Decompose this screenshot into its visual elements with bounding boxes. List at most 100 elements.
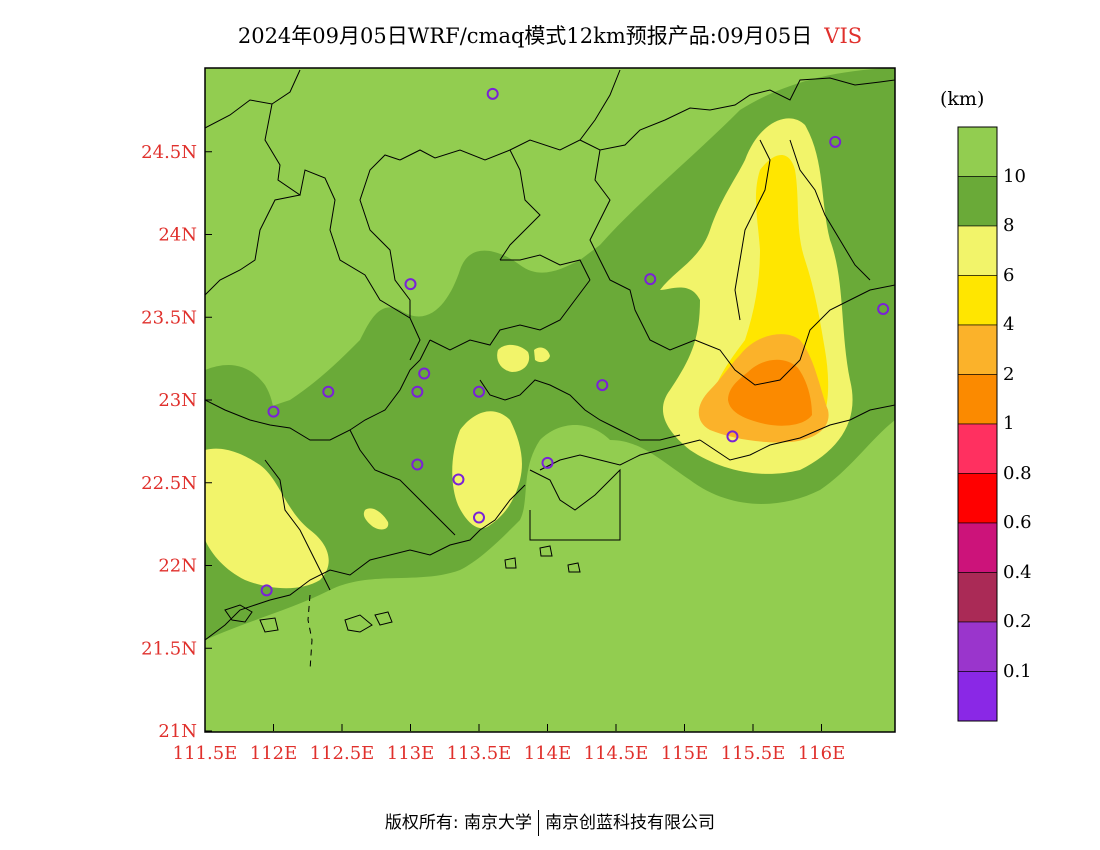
station-markers	[260, 87, 890, 597]
field-6km-southwest	[205, 448, 329, 589]
station-marker	[541, 456, 554, 469]
x-tick-label: 114.5E	[584, 743, 649, 764]
x-tick-label: 115E	[661, 743, 709, 764]
island	[224, 604, 253, 623]
station-marker	[452, 473, 465, 486]
title-text: 2024年09月05日WRF/cmaq模式12km预报产品:09月05日	[237, 24, 813, 48]
boundary-line	[589, 149, 696, 351]
island	[567, 562, 581, 573]
boundary-line	[264, 459, 331, 591]
y-tick-label: 22N	[158, 556, 197, 577]
map-title: 2024年09月05日WRF/cmaq模式12km预报产品:09月05日 VIS	[0, 20, 1100, 50]
x-tick-label: 111.5E	[173, 743, 238, 764]
station-marker	[267, 405, 280, 418]
colorbar-swatch	[957, 374, 998, 425]
colorbar-level-label: 2	[1003, 363, 1015, 385]
island	[344, 614, 373, 633]
field-6km-prd	[452, 411, 522, 529]
colorbar-level-label: 6	[1003, 264, 1015, 286]
colorbar-swatch	[957, 671, 998, 722]
boundary-line	[789, 139, 871, 281]
boundary-line	[264, 103, 411, 319]
y-tick-label: 22.5N	[141, 473, 197, 494]
station-marker	[877, 302, 890, 315]
station-marker	[411, 385, 424, 398]
boundary-line	[205, 194, 301, 296]
x-axis: 111.5E 112E 112.5E 113E 113.5E 114E 114.5E 115E…	[173, 724, 845, 764]
x-tick-label: 112E	[250, 743, 298, 764]
field-6km-small	[534, 347, 550, 363]
station-marker	[404, 278, 417, 291]
field-1km	[728, 359, 812, 426]
boundary-dashed	[307, 594, 313, 671]
island	[374, 611, 393, 626]
boundary-line	[349, 429, 456, 536]
colorbar-level-label: 0.6	[1003, 512, 1032, 533]
station-marker	[596, 379, 609, 392]
x-tick-label: 112.5E	[310, 743, 375, 764]
y-tick-label: 23.5N	[141, 307, 197, 328]
colorbar-swatch	[957, 225, 998, 276]
boundary-line	[205, 339, 431, 441]
field-6km-zhuhai	[363, 508, 389, 530]
x-tick-label: 113E	[387, 743, 435, 764]
x-tick-label: 113.5E	[447, 743, 512, 764]
colorbar-level-label: 0.1	[1003, 660, 1032, 682]
boundary-line	[529, 468, 621, 541]
colorbar-level-label: 1	[1003, 413, 1015, 434]
colorbar-level-label: 0.8	[1003, 462, 1032, 484]
station-marker	[260, 584, 273, 597]
coastline-line	[539, 439, 701, 471]
coastline-line	[205, 484, 526, 641]
colorbar-level-label: 10	[1003, 165, 1026, 187]
copyright-footer: 版权所有: 南京大学 南京创蓝科技有限公司	[0, 808, 1100, 836]
station-marker	[418, 367, 431, 380]
colorbar-swatch	[957, 572, 998, 623]
y-tick-label: 21N	[158, 721, 197, 742]
x-tick-label: 115.5E	[721, 743, 786, 764]
boundary-line	[734, 139, 771, 321]
island	[259, 617, 279, 633]
boundary-line	[399, 149, 541, 261]
boundary-line	[694, 284, 895, 386]
colorbar-level-label: 8	[1003, 215, 1015, 236]
colorbar-frame	[957, 126, 998, 722]
y-tick-label: 21.5N	[141, 638, 197, 659]
station-marker	[644, 273, 657, 286]
colorbar-swatch	[957, 522, 998, 573]
colorbar-swatch	[957, 473, 998, 524]
y-axis: 24.5N 24N 23.5N 23N 22.5N 22N 21.5N 21N	[141, 142, 212, 742]
coastline	[205, 439, 701, 671]
boundary-line	[500, 254, 591, 281]
station-marker	[486, 87, 499, 100]
colorbar	[957, 126, 998, 722]
colorbar-level-label: 4	[1003, 314, 1015, 335]
colorbar-swatch	[957, 621, 998, 672]
station-marker	[322, 385, 335, 398]
colorbar-unit: (km)	[940, 88, 985, 110]
station-marker	[473, 511, 485, 524]
boundary-line	[429, 279, 591, 351]
footer-left: 版权所有: 南京大学	[384, 813, 533, 833]
visibility-field	[205, 68, 895, 732]
colorbar-level-label: 0.4	[1003, 561, 1032, 583]
station-marker	[411, 458, 424, 471]
boundary-line	[579, 77, 895, 151]
island	[504, 557, 517, 569]
colorbar-swatch	[957, 126, 998, 177]
colorbar-level-label: 0.2	[1003, 611, 1032, 632]
admin-boundaries	[205, 69, 895, 591]
field-8km-west	[205, 365, 274, 463]
y-tick-label: 24.5N	[141, 142, 197, 163]
boundary-line	[479, 379, 681, 441]
colorbar-swatch	[957, 275, 998, 326]
y-tick-label: 24N	[158, 225, 197, 246]
footer-right: 南京创蓝科技有限公司	[545, 813, 716, 833]
colorbar-swatch	[957, 423, 998, 474]
footer-separator	[538, 810, 540, 836]
station-marker	[473, 385, 485, 398]
station-marker	[829, 135, 842, 148]
colorbar-swatch	[957, 176, 998, 227]
boundary-line	[409, 317, 421, 361]
